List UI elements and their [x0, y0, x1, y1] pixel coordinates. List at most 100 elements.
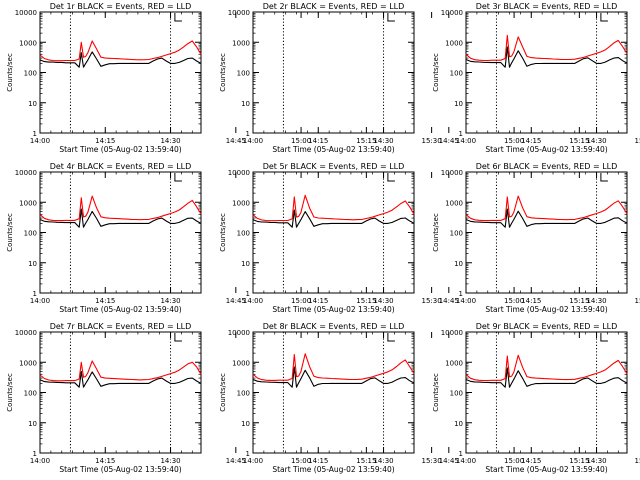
y-tick-label: 10: [454, 260, 463, 268]
series-line-lld: [39, 40, 202, 62]
chart-title: Det 7r BLACK = Events, RED = LLD: [50, 322, 192, 331]
chart-title: Det 2r BLACK = Events, RED = LLD: [263, 2, 405, 11]
bracket-marker: [600, 13, 608, 22]
y-axis-label: Counts/sec: [219, 53, 227, 92]
y-axis-label: Counts/sec: [219, 373, 227, 412]
x-tick-label: 14:45: [226, 457, 246, 465]
x-tick-label: 14:30: [160, 137, 180, 145]
x-tick-label: 14:30: [586, 457, 606, 465]
bracket-marker: [600, 333, 608, 342]
plot-frame: [252, 171, 415, 294]
series-line-lld: [465, 195, 628, 222]
x-tick-label: 14:00: [243, 457, 263, 465]
y-tick-label: 1000: [445, 39, 463, 47]
y-tick-label: 1000: [445, 199, 463, 207]
y-tick-label: 1: [33, 130, 37, 138]
x-tick-label: 15:00: [291, 297, 311, 305]
y-tick-label: 1: [33, 290, 37, 298]
x-tick-label: 14:00: [30, 297, 50, 305]
x-tick-label: 15:00: [291, 457, 311, 465]
plot-frame: [39, 171, 202, 294]
chart-panel-6: Det 6r BLACK = Events, RED = LLD 1 10 100 10…: [432, 162, 628, 314]
x-tick-label: 14:30: [373, 457, 393, 465]
series-line-lld: [252, 353, 415, 381]
y-tick-label: 1000: [232, 359, 250, 367]
y-tick-label: 10000: [441, 9, 463, 17]
x-tick-label: 15:30: [635, 297, 640, 305]
y-tick-label: 10000: [15, 329, 37, 337]
y-tick-label: 1: [459, 450, 463, 458]
plot-frame: [252, 331, 415, 454]
x-axis-label: Start Time (05-Aug-02 13:59:40): [485, 465, 607, 474]
x-axis-label: Start Time (05-Aug-02 13:59:40): [59, 465, 181, 474]
chart-panel-8: Det 8r BLACK = Events, RED = LLD 1 10 100 10…: [219, 322, 640, 474]
x-tick-label: 14:15: [95, 137, 115, 145]
y-axis-label: Counts/sec: [432, 373, 440, 412]
y-tick-label: 100: [24, 230, 37, 238]
chart-panel-1: Det 1r BLACK = Events, RED = LLD 1 10 100 10…: [6, 2, 442, 154]
chart-panel-9: Det 9r BLACK = Events, RED = LLD 1 10 100 10…: [432, 322, 628, 474]
y-tick-label: 10: [28, 100, 37, 108]
x-tick-label: 14:15: [308, 137, 328, 145]
y-axis-label: Counts/sec: [432, 213, 440, 252]
x-tick-label: 15:15: [356, 297, 376, 305]
y-axis-label: Counts/sec: [6, 373, 14, 412]
y-tick-label: 1000: [19, 39, 37, 47]
x-tick-label: 14:45: [226, 297, 246, 305]
y-tick-label: 1000: [19, 359, 37, 367]
y-tick-label: 10: [28, 260, 37, 268]
y-tick-label: 10000: [441, 169, 463, 177]
bracket-marker: [387, 333, 395, 342]
y-tick-label: 10: [454, 100, 463, 108]
chart-panel-3: Det 3r BLACK = Events, RED = LLD 1 10 100 10…: [432, 2, 628, 154]
y-tick-label: 10: [28, 420, 37, 428]
y-tick-label: 1000: [232, 39, 250, 47]
x-axis-label: Start Time (05-Aug-02 13:59:40): [272, 145, 394, 154]
chart-title: Det 6r BLACK = Events, RED = LLD: [476, 162, 618, 171]
series-line-lld: [465, 34, 628, 62]
y-axis-label: Counts/sec: [6, 53, 14, 92]
x-axis-label: Start Time (05-Aug-02 13:59:40): [59, 305, 181, 314]
x-tick-label: 14:15: [521, 457, 541, 465]
x-tick-label: 14:15: [308, 297, 328, 305]
series-line-events: [465, 46, 628, 68]
series-line-events: [39, 51, 202, 68]
y-tick-label: 100: [237, 390, 250, 398]
bracket-marker: [174, 13, 182, 22]
y-tick-label: 100: [237, 230, 250, 238]
x-tick-label: 14:30: [373, 297, 393, 305]
y-tick-label: 1: [33, 450, 37, 458]
y-tick-label: 1000: [232, 199, 250, 207]
y-tick-label: 100: [237, 70, 250, 78]
y-tick-label: 100: [450, 70, 463, 78]
x-tick-label: 14:30: [160, 297, 180, 305]
y-tick-label: 1: [246, 450, 250, 458]
y-tick-label: 10000: [441, 329, 463, 337]
plot-frame: [465, 171, 628, 294]
x-tick-label: 15:15: [356, 137, 376, 145]
bracket-marker: [600, 173, 608, 182]
x-tick-label: 14:15: [95, 297, 115, 305]
x-tick-label: 14:15: [95, 457, 115, 465]
chart-title: Det 5r BLACK = Events, RED = LLD: [263, 162, 405, 171]
y-tick-label: 10: [241, 420, 250, 428]
chart-panel-4: Det 4r BLACK = Events, RED = LLD 1 10 100 10…: [6, 162, 442, 314]
series-line-lld: [252, 194, 415, 222]
x-tick-label: 14:30: [586, 137, 606, 145]
x-tick-label: 15:00: [504, 297, 524, 305]
x-tick-label: 14:00: [456, 457, 476, 465]
x-tick-label: 15:30: [635, 137, 640, 145]
bracket-marker: [387, 173, 395, 182]
x-tick-label: 14:45: [439, 137, 459, 145]
x-tick-label: 14:45: [439, 297, 459, 305]
y-tick-label: 10000: [228, 9, 250, 17]
x-axis-label: Start Time (05-Aug-02 13:59:40): [272, 305, 394, 314]
x-tick-label: 15:15: [569, 297, 589, 305]
y-tick-label: 1: [246, 130, 250, 138]
y-axis-label: Counts/sec: [432, 53, 440, 92]
chart-panel-7: Det 7r BLACK = Events, RED = LLD 1 10 100 10…: [6, 322, 442, 474]
series-line-lld: [39, 195, 202, 222]
x-tick-label: 14:00: [30, 137, 50, 145]
chart-title: Det 1r BLACK = Events, RED = LLD: [50, 2, 192, 11]
chart-title: Det 9r BLACK = Events, RED = LLD: [476, 322, 618, 331]
